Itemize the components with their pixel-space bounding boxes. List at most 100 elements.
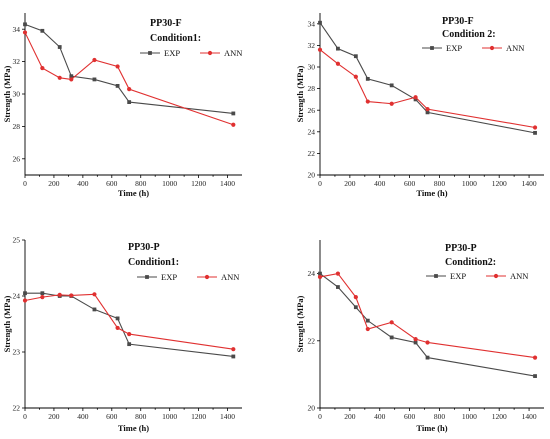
y-tick-label: 30 — [13, 90, 21, 99]
y-tick-label: 22 — [308, 336, 316, 345]
panel-subtitle: Condition1: — [128, 257, 179, 268]
data-point-ann — [127, 87, 132, 92]
x-tick-label: 0 — [318, 412, 322, 421]
data-point-exp — [413, 97, 418, 102]
data-point-ann — [22, 298, 28, 303]
data-point-exp — [533, 374, 537, 378]
y-tick-label: 26 — [13, 154, 21, 163]
y-tick-label: 34 — [13, 25, 21, 34]
legend-label-ann: ANN — [224, 48, 242, 58]
x-axis-title: Time (h) — [416, 188, 447, 198]
data-point-ann — [231, 347, 236, 352]
data-point-exp — [389, 83, 394, 88]
data-point-ann — [413, 337, 418, 342]
x-tick-label: 600 — [106, 179, 118, 188]
data-point-ann — [353, 74, 358, 79]
data-point-exp — [533, 130, 537, 135]
panel-title: PP30-F — [150, 18, 182, 29]
panel-subtitle: Condition2: — [445, 257, 496, 268]
y-axis-title: Strength (MPa) — [2, 295, 12, 352]
data-point-exp — [336, 46, 340, 51]
legend-label-exp: EXP — [164, 48, 180, 58]
legend-marker-exp — [434, 274, 438, 278]
y-tick-label: 20 — [308, 404, 316, 413]
y-tick-label: 22 — [13, 404, 21, 413]
data-point-ann — [92, 292, 97, 297]
chart-panel-4: 0 200 400 600 800 1000 1200 1400 20 22 24 Time (h) S… — [295, 240, 544, 433]
data-point-ann — [425, 340, 430, 345]
data-point-exp — [23, 22, 27, 27]
chart-panel-2: 0 200 400 600 800 1000 1200 1400 20 22 24 26 28 30 32 3… — [295, 13, 544, 198]
y-tick-label: 22 — [308, 149, 316, 158]
x-tick-label: 200 — [48, 412, 60, 421]
y-tick-label: 28 — [13, 122, 21, 131]
data-point-ann — [353, 295, 358, 300]
y-tick-label: 32 — [308, 41, 316, 50]
y-tick-label: 32 — [13, 57, 21, 66]
data-point-exp — [425, 110, 430, 115]
data-point-exp — [57, 45, 62, 49]
x-tick-label: 0 — [23, 412, 27, 421]
data-point-ann — [69, 293, 74, 298]
legend-marker-ann — [204, 274, 210, 280]
x-tick-label: 0 — [23, 179, 27, 188]
data-point-ann — [389, 101, 394, 106]
data-point-exp — [231, 111, 236, 116]
legend-marker-exp — [430, 46, 434, 50]
y-tick-label: 30 — [308, 63, 316, 72]
chart-panel-3: 0 200 400 600 800 1000 1200 1400 22 23 24 25 Time (h… — [2, 236, 242, 433]
x-tick-label: 600 — [106, 412, 118, 421]
data-point-ann — [317, 274, 323, 280]
x-tick-label: 1200 — [492, 179, 507, 188]
y-tick-label: 23 — [13, 348, 21, 357]
data-point-exp — [40, 291, 45, 296]
data-point-ann — [40, 295, 45, 300]
legend-label-exp: EXP — [450, 271, 466, 281]
panel-title: PP30-P — [128, 242, 160, 253]
x-tick-label: 200 — [344, 179, 356, 188]
x-tick-label: 1000 — [462, 412, 477, 421]
data-point-exp — [425, 355, 430, 360]
legend-label-exp: EXP — [446, 43, 462, 53]
y-tick-label: 24 — [13, 292, 21, 301]
data-point-exp — [336, 285, 340, 289]
chart-panel-1: 0 200 400 600 800 1000 1200 1400 26 28 30 32 34 Time … — [2, 13, 242, 198]
x-tick-label: 400 — [374, 412, 386, 421]
legend-marker-exp — [148, 51, 152, 55]
x-tick-label: 800 — [434, 412, 446, 421]
data-point-exp — [127, 342, 132, 347]
data-point-exp — [318, 271, 322, 276]
data-point-ann — [425, 107, 430, 112]
series-line-ann — [24, 293, 234, 350]
data-point-ann — [57, 292, 62, 297]
legend-label-exp: EXP — [161, 272, 177, 282]
y-axis-title: Strength (MPa) — [295, 65, 305, 122]
data-point-ann — [317, 47, 323, 52]
y-axis-title: Strength (MPa) — [2, 65, 12, 122]
y-tick-label: 25 — [13, 236, 21, 245]
x-tick-label: 1200 — [191, 412, 206, 421]
x-tick-label: 1400 — [522, 412, 537, 421]
legend-label-ann: ANN — [221, 272, 239, 282]
x-tick-label: 1400 — [220, 412, 235, 421]
x-tick-label: 800 — [434, 179, 446, 188]
x-tick-label: 1000 — [462, 179, 477, 188]
x-tick-label: 800 — [135, 412, 147, 421]
legend-marker-ann — [207, 50, 213, 56]
data-point-ann — [69, 77, 74, 82]
data-point-ann — [115, 325, 120, 331]
panel-title: PP30-F — [442, 16, 474, 27]
series-line-exp — [319, 22, 536, 134]
x-tick-label: 600 — [404, 412, 416, 421]
legend-label-ann: ANN — [510, 271, 528, 281]
data-point-ann — [389, 320, 394, 325]
x-tick-label: 1200 — [492, 412, 507, 421]
data-point-exp — [365, 76, 370, 81]
x-axis-title: Time (h) — [118, 423, 149, 433]
legend-label-ann: ANN — [506, 43, 524, 53]
x-tick-label: 0 — [318, 179, 322, 188]
data-point-ann — [365, 326, 370, 332]
legend-marker-ann — [493, 273, 499, 279]
x-tick-label: 400 — [374, 179, 386, 188]
